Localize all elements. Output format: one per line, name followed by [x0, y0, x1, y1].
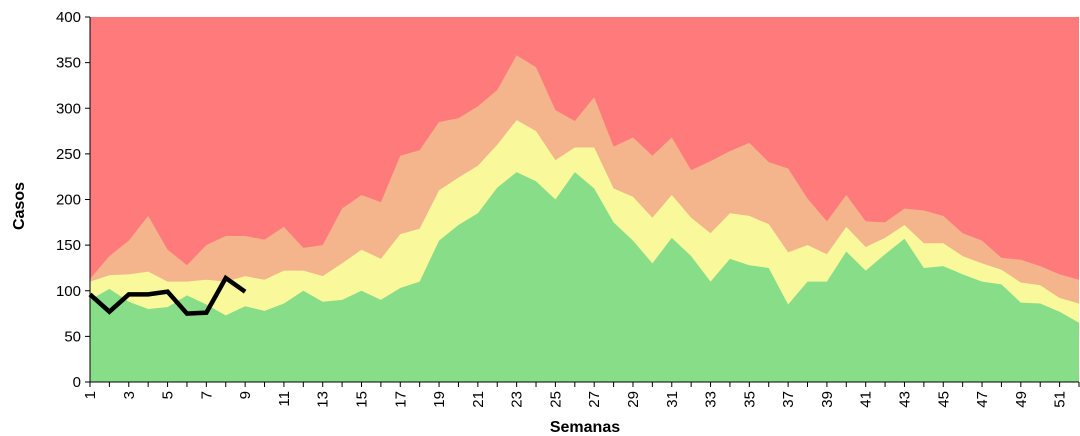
- y-tick-label: 400: [56, 9, 81, 26]
- x-tick-label: 27: [586, 391, 603, 408]
- y-tick-label: 350: [56, 55, 81, 72]
- x-tick-label: 17: [392, 391, 409, 408]
- x-tick-label: 15: [353, 391, 370, 408]
- band-green: [90, 172, 1079, 382]
- x-tick-label: 23: [509, 391, 526, 408]
- x-tick-label: 51: [1052, 391, 1069, 408]
- x-tick-label: 1: [82, 391, 99, 399]
- x-tick-label: 9: [237, 391, 254, 399]
- x-tick-label: 21: [470, 391, 487, 408]
- y-tick-label: 0: [73, 374, 81, 391]
- x-tick-label: 45: [935, 391, 952, 408]
- x-tick-label: 11: [276, 391, 293, 407]
- x-tick-label: 47: [974, 391, 991, 408]
- x-tick-label: 3: [121, 391, 138, 399]
- x-tick-label: 39: [819, 391, 836, 408]
- x-tick-label: 19: [431, 391, 448, 408]
- y-tick-label: 200: [56, 192, 81, 209]
- x-tick-label: 25: [547, 391, 564, 408]
- y-tick-label: 300: [56, 100, 81, 117]
- x-tick-label: 5: [160, 391, 177, 399]
- x-tick-label: 35: [741, 391, 758, 408]
- series-layer: [88, 274, 247, 316]
- x-tick-label: 33: [703, 391, 720, 408]
- x-tick-label: 43: [896, 391, 913, 408]
- y-axis-title: Casos: [11, 182, 28, 230]
- y-tick-label: 150: [56, 237, 81, 254]
- x-tick-label: 7: [198, 391, 215, 399]
- x-tick-label: 13: [315, 391, 332, 408]
- y-tick-label: 250: [56, 146, 81, 163]
- x-axis-title: Semanas: [550, 419, 620, 436]
- x-tick-label: 29: [625, 391, 642, 408]
- bands-layer: [90, 17, 1079, 383]
- x-tick-label: 41: [858, 391, 875, 408]
- y-tick-label: 50: [64, 328, 81, 345]
- x-tick-label: 31: [664, 391, 681, 408]
- y-tick-label: 100: [56, 283, 81, 300]
- x-tick-label: 49: [1013, 391, 1030, 408]
- x-tick-label: 37: [780, 391, 797, 408]
